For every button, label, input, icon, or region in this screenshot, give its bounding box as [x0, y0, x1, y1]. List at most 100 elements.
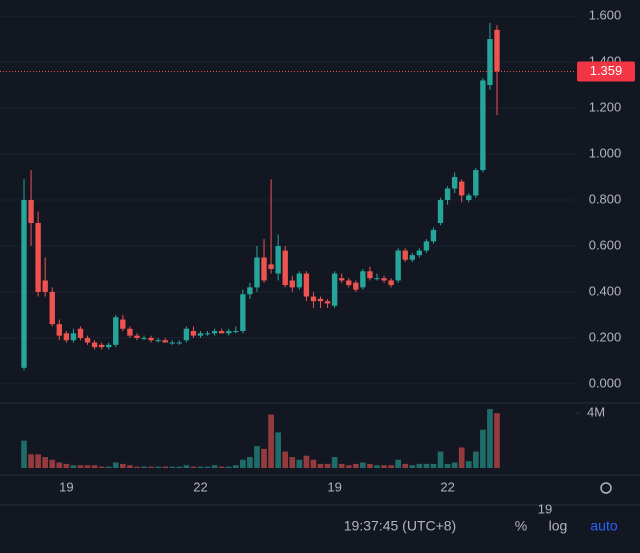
- candle-body: [353, 282, 359, 290]
- volume-bar: [190, 466, 197, 468]
- volume-bar: [70, 465, 77, 468]
- candle-body: [487, 39, 493, 86]
- candle-body: [183, 328, 190, 341]
- volume-bar: [112, 462, 119, 468]
- y-tick-label: 0.000: [589, 375, 622, 390]
- volume-bar: [218, 466, 225, 468]
- log-button[interactable]: log: [549, 518, 568, 534]
- volume-bar: [35, 454, 41, 468]
- candle-body: [190, 331, 197, 336]
- candle-body: [120, 319, 126, 329]
- candle-body: [233, 331, 239, 333]
- candle-body: [360, 271, 366, 288]
- volume-bar: [176, 466, 183, 468]
- candle-body: [444, 188, 451, 200]
- candle-body: [63, 333, 70, 341]
- candle-body: [106, 344, 112, 348]
- volume-bar: [91, 465, 98, 468]
- clock: 19:37:45 (UTC+8): [344, 518, 456, 534]
- candle-body: [28, 200, 34, 223]
- candle-body: [162, 340, 168, 343]
- candle-body: [127, 328, 133, 336]
- candle-body: [466, 195, 472, 200]
- settings-icon[interactable]: [600, 482, 612, 494]
- volume-bar: [487, 409, 493, 468]
- volume-bar: [240, 459, 246, 468]
- volume-bar: [98, 466, 105, 468]
- volume-bar: [388, 465, 394, 468]
- volume-bar: [21, 440, 27, 468]
- volume-bar: [56, 462, 63, 468]
- volume-bar: [367, 463, 373, 468]
- candle-body: [296, 273, 303, 288]
- candle-body: [275, 245, 281, 274]
- candle-body: [494, 29, 500, 72]
- volume-bar: [148, 466, 154, 468]
- y-tick-label: 1.200: [589, 99, 622, 114]
- volume-bar: [345, 465, 352, 468]
- candle-body: [310, 296, 317, 302]
- volume-bar: [465, 461, 472, 468]
- candle-body: [430, 229, 437, 242]
- candle-body: [402, 250, 408, 260]
- candle-body: [56, 324, 62, 336]
- candle-body: [42, 280, 48, 292]
- volume-bar: [275, 432, 281, 468]
- candle-body: [134, 335, 140, 338]
- volume-bar: [416, 463, 423, 468]
- volume-bar: [134, 466, 140, 468]
- volume-bar: [480, 429, 486, 468]
- candle-body: [113, 317, 119, 345]
- candle-body: [437, 200, 444, 223]
- candle-body: [218, 331, 225, 334]
- candle-body: [416, 250, 423, 256]
- candle-body: [211, 331, 218, 334]
- volume-bar: [204, 466, 211, 468]
- volume-bar: [409, 465, 416, 468]
- candle-body: [282, 250, 288, 286]
- extra-time-label: 19: [538, 501, 552, 516]
- volume-bar: [77, 465, 84, 468]
- volume-bar: [444, 463, 451, 468]
- volume-bar: [381, 465, 387, 468]
- candle-body: [77, 328, 84, 338]
- volume-bar: [303, 455, 310, 468]
- candle-body: [148, 337, 154, 341]
- volume-bar: [324, 463, 331, 468]
- volume-bar: [225, 466, 232, 468]
- candle-body: [331, 273, 338, 306]
- x-tick-label: 22: [193, 479, 207, 494]
- candle-body: [388, 280, 394, 286]
- y2-tick-label: 4M: [587, 405, 605, 420]
- candle-body: [261, 257, 267, 281]
- candle-body: [480, 80, 486, 171]
- candle-body: [346, 280, 352, 286]
- candle-body: [204, 333, 211, 335]
- y-tick-label: 1.000: [589, 145, 622, 160]
- candle-body: [289, 280, 295, 288]
- candle-body: [367, 271, 373, 279]
- volume-bar: [494, 413, 500, 468]
- volume-bar: [395, 459, 401, 468]
- volume-bar: [310, 459, 317, 468]
- volume-bar: [430, 463, 437, 468]
- candle-body: [303, 273, 310, 297]
- volume-bar: [282, 451, 289, 468]
- candle-body: [254, 257, 260, 288]
- y-tick-label: 0.400: [589, 283, 622, 298]
- volume-bar: [162, 466, 169, 468]
- y-tick-label: 0.800: [589, 191, 622, 206]
- candle-body: [423, 241, 430, 251]
- percent-button[interactable]: %: [515, 518, 527, 534]
- candle-body: [374, 278, 380, 280]
- volume-bar: [317, 463, 324, 468]
- volume-bar: [120, 463, 126, 468]
- volume-bar: [247, 457, 253, 468]
- volume-bar: [289, 457, 296, 468]
- last-price-label: 1.359: [590, 63, 623, 78]
- auto-button[interactable]: auto: [590, 518, 617, 534]
- volume-bar: [331, 457, 338, 468]
- volume-bar: [63, 463, 70, 468]
